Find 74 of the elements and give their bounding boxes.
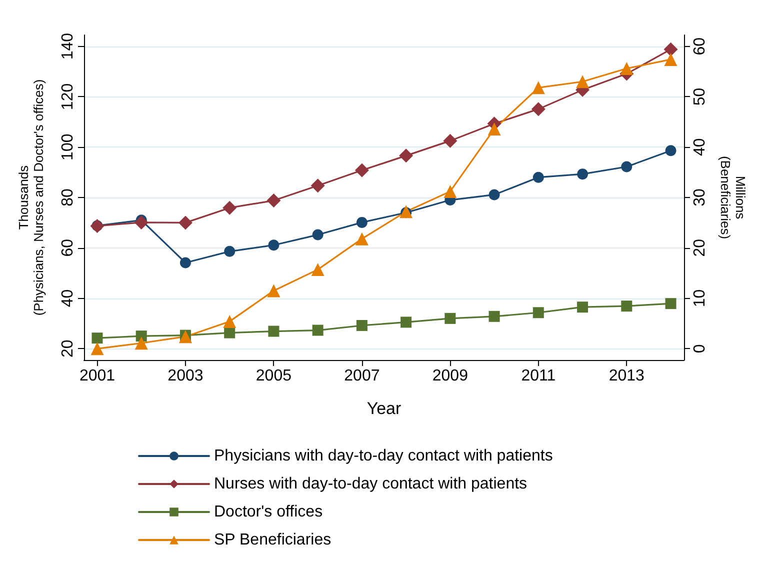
legend-label: SP Beneficiaries [214,532,332,548]
point [134,215,148,230]
point [664,42,678,56]
point [443,134,458,148]
legend-label: Nurses with day-to-day contact with patients [214,476,528,492]
point [399,148,414,163]
y2-tick-label: 50 [692,88,708,106]
point [312,229,324,240]
point [665,298,676,310]
y2-tick-label: 0 [692,344,708,354]
y-tick-label: 20 [60,340,76,358]
legend-label: Physicians with day-to-day contact with patients [214,448,553,464]
point [178,216,192,230]
point [620,62,634,76]
y-tick-label: 60 [60,238,76,257]
y2-tick-label: 20 [692,238,708,257]
y2-tick-label: 10 [692,289,708,308]
point [400,316,412,328]
point [136,330,147,342]
point [621,161,632,172]
point [180,257,191,268]
point [267,284,280,298]
x-tick-label: 2013 [608,368,645,384]
y-tick-label: 140 [60,32,76,60]
point [576,75,590,88]
y-tick-label: 120 [60,83,76,110]
point [266,194,281,208]
x-axis-title: Year [366,399,402,418]
point [621,300,632,312]
point [577,168,588,180]
point [178,330,192,344]
y-tick-label: 40 [60,289,76,308]
point [224,327,236,338]
x-tick-label: 2005 [256,368,292,384]
point [532,307,544,318]
point [92,332,103,344]
x-tick-label: 2003 [168,368,204,384]
y2-tick-label: 40 [692,138,708,156]
x-tick-label: 2011 [521,368,556,384]
x-tick-label: 2007 [344,368,380,384]
x-tick-label: 2009 [432,368,468,384]
point [134,336,148,350]
y2-tick-label: 30 [692,188,708,206]
point [531,102,546,116]
point [222,200,237,215]
y-tick-label: 80 [60,188,76,206]
point [224,246,236,257]
point [577,302,588,313]
point [488,310,500,322]
point [354,163,369,178]
point [444,312,456,324]
y-axis-title: Thousands (Physicians, Nurses and Doctor's offices) [16,79,46,316]
y-tick-label: 100 [60,134,76,160]
legend-label: Doctor's offices [214,504,323,520]
x-tick-label: 2001 [79,368,116,384]
point [356,216,368,228]
point [312,324,324,336]
y2-tick-label: 60 [692,37,708,56]
point [90,342,104,356]
point [268,326,280,337]
point [488,122,501,136]
point [532,81,545,94]
point [444,184,457,198]
point [310,178,325,193]
y2-axis-title: Millions (Beneficiaries) [718,156,748,240]
point [356,320,368,331]
point [355,232,368,246]
point [532,172,544,183]
point [664,52,678,66]
point [223,314,236,328]
point [311,263,324,276]
point [665,145,676,156]
point [488,189,500,200]
point [268,240,280,251]
